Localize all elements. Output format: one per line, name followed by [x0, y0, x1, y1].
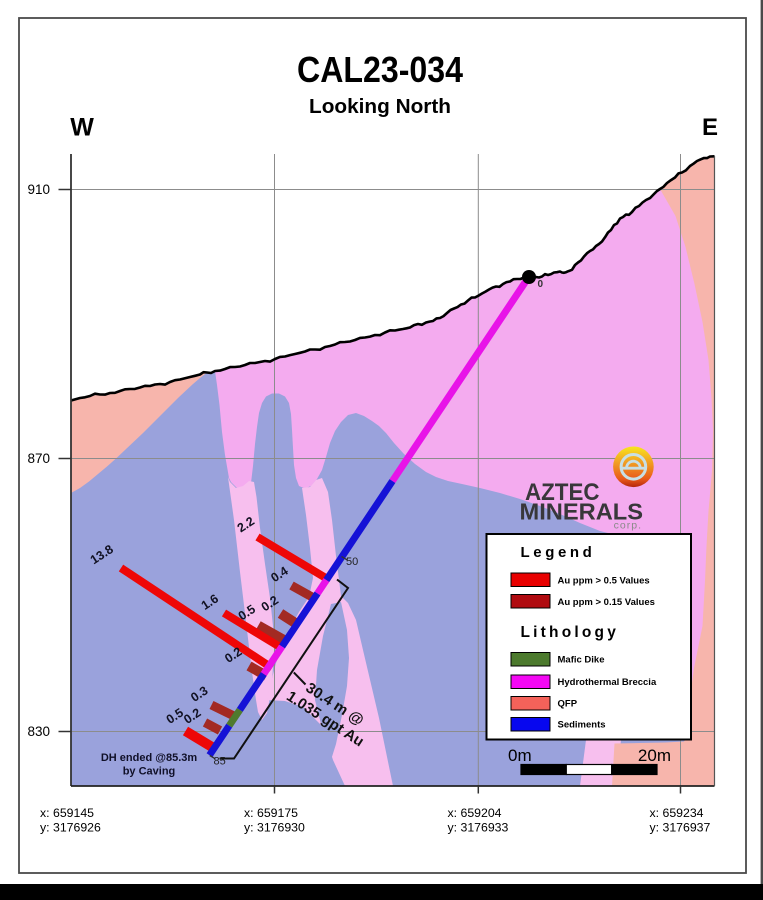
svg-text:85: 85 — [214, 756, 226, 768]
svg-text:DH ended @85.3m: DH ended @85.3m — [101, 752, 198, 764]
svg-text:W: W — [70, 114, 94, 142]
svg-text:Looking North: Looking North — [309, 96, 451, 118]
svg-text:Mafic Dike: Mafic Dike — [558, 655, 605, 666]
svg-text:x: 659145: x: 659145 — [40, 806, 94, 820]
svg-text:Legend: Legend — [521, 544, 596, 561]
svg-text:x: 659175: x: 659175 — [244, 806, 298, 820]
svg-text:corp.: corp. — [614, 520, 642, 532]
svg-text:Au ppm > 0.15 Values: Au ppm > 0.15 Values — [558, 597, 655, 608]
svg-text:830: 830 — [27, 724, 50, 739]
svg-text:y: 3176926: y: 3176926 — [40, 821, 101, 835]
svg-text:x: 659204: x: 659204 — [448, 806, 502, 820]
svg-text:0m: 0m — [508, 746, 532, 765]
svg-text:QFP: QFP — [558, 699, 578, 710]
svg-text:CAL23-034: CAL23-034 — [297, 49, 463, 90]
svg-text:Hydrothermal Breccia: Hydrothermal Breccia — [558, 677, 657, 688]
svg-text:Au ppm > 0.5 Values: Au ppm > 0.5 Values — [558, 576, 650, 587]
svg-text:0: 0 — [538, 279, 544, 290]
svg-text:20m: 20m — [638, 746, 671, 765]
svg-text:x: 659234: x: 659234 — [650, 806, 704, 820]
svg-text:Lithology: Lithology — [521, 624, 620, 641]
svg-text:50: 50 — [346, 556, 358, 568]
svg-text:y: 3176930: y: 3176930 — [244, 821, 305, 835]
svg-text:E: E — [702, 114, 718, 141]
svg-text:910: 910 — [27, 182, 50, 197]
svg-text:y: 3176937: y: 3176937 — [650, 821, 711, 835]
svg-text:870: 870 — [27, 451, 50, 466]
svg-text:AZTEC: AZTEC — [525, 479, 600, 506]
svg-text:Sediments: Sediments — [558, 720, 606, 731]
svg-text:MINERALS: MINERALS — [520, 499, 644, 525]
svg-text:y: 3176933: y: 3176933 — [448, 821, 509, 835]
svg-text:by Caving: by Caving — [123, 766, 176, 778]
